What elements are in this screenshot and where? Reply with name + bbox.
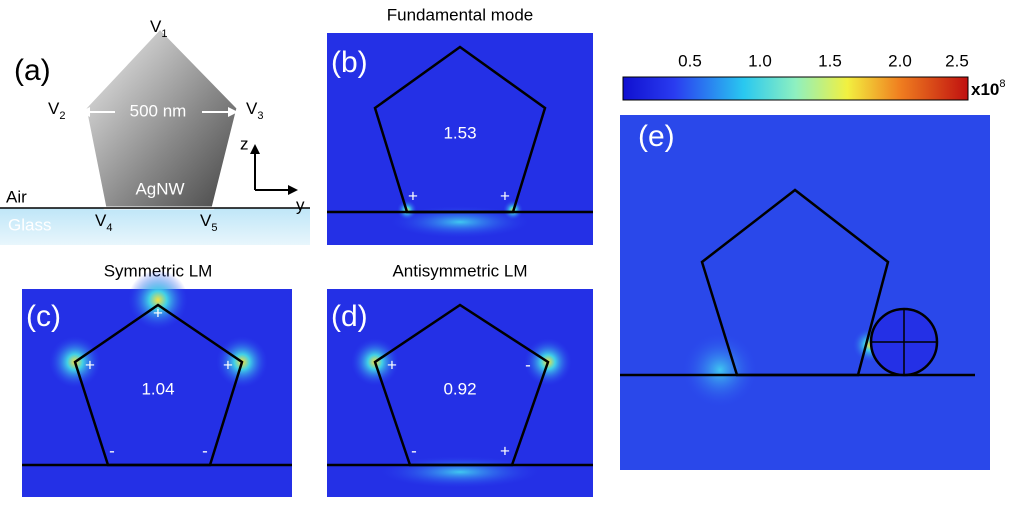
panel-title: Antisymmetric LM	[392, 261, 527, 280]
panel-label: (e)	[638, 120, 675, 153]
field-glow	[380, 456, 540, 488]
glass-label: Glass	[8, 215, 51, 234]
charge: +	[408, 186, 418, 205]
air-label: Air	[6, 187, 27, 206]
axis-label: y	[296, 195, 305, 214]
panel-title: Fundamental mode	[387, 5, 533, 24]
colorbar	[622, 76, 969, 101]
charge: +	[500, 441, 510, 460]
width-label: 500 nm	[130, 101, 187, 120]
field-glow	[390, 206, 530, 238]
vertex: V2	[48, 99, 65, 121]
mode-index: 1.04	[141, 379, 174, 398]
field-glow	[680, 330, 760, 410]
charge: +	[153, 303, 163, 322]
axis-label: z	[240, 134, 249, 153]
charge: -	[411, 441, 417, 460]
charge: +	[223, 355, 233, 374]
arrow-head	[288, 185, 298, 195]
glass-layer	[0, 208, 310, 245]
charge: +	[387, 355, 397, 374]
arrow-head	[228, 107, 238, 117]
mode-index: 0.92	[443, 379, 476, 398]
colorbar-tick: 0.5	[678, 51, 702, 70]
charge: +	[500, 186, 510, 205]
colorbar-tick: 2.5	[945, 51, 969, 70]
charge: -	[525, 355, 531, 374]
panel-label: (b)	[331, 46, 368, 79]
field-map	[620, 115, 990, 470]
charge: -	[202, 441, 208, 460]
charge: -	[109, 441, 115, 460]
panel-label: (c)	[26, 300, 61, 333]
colorbar-tick: 2.0	[888, 51, 912, 70]
colorbar-tick: 1.5	[818, 51, 842, 70]
panel-label: (a)	[14, 54, 51, 87]
vertex: V4	[95, 211, 112, 233]
colorbar-tick: 1.0	[748, 51, 772, 70]
vertex: V3	[246, 99, 263, 121]
panel-label: (d)	[331, 300, 368, 333]
wire-label: AgNW	[135, 179, 184, 198]
vertex: V1	[150, 17, 167, 39]
vertex: V5	[200, 211, 217, 233]
arrow-head	[250, 144, 260, 154]
colorbar-multiplier: x108	[971, 78, 1006, 100]
mode-index: 1.53	[443, 123, 476, 142]
arrow-head	[80, 107, 90, 117]
charge: +	[85, 355, 95, 374]
